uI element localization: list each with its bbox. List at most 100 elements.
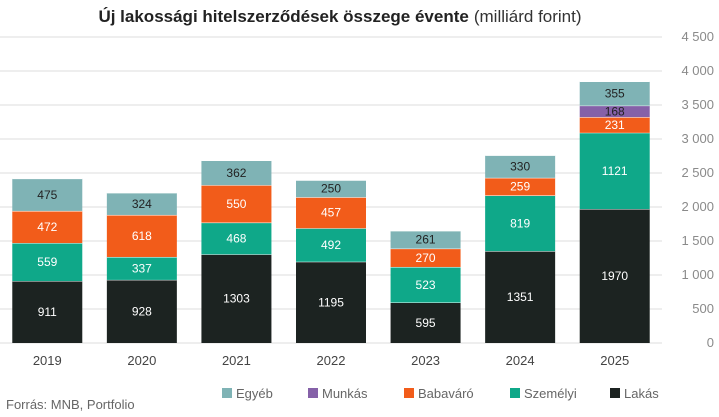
data-label-Egyéb-2024: 330 xyxy=(510,160,530,174)
x-tick-2020: 2020 xyxy=(127,353,156,368)
bars xyxy=(12,81,650,343)
data-label-Személyi-2021: 468 xyxy=(226,231,246,245)
legend-label-Személyi: Személyi xyxy=(524,386,577,401)
x-axis: 2019 2020 2021 2022 2023 2024 2025 xyxy=(33,353,629,368)
data-label-Babaváró-2024: 259 xyxy=(510,180,530,194)
bar-group-2021 xyxy=(201,160,272,343)
legend-swatch-Babaváró xyxy=(404,388,414,398)
bar-segment-Személyi-2024 xyxy=(485,195,556,252)
x-tick-2019: 2019 xyxy=(33,353,62,368)
bar-segment-Munkás-2025 xyxy=(579,105,650,118)
x-tick-2023: 2023 xyxy=(411,353,440,368)
data-label-Babaváró-2023: 270 xyxy=(416,251,436,265)
data-labels: 911 559 472 475 928 337 618 324 1303 468 550 362 119… xyxy=(37,87,628,330)
bar-segment-Személyi-2023 xyxy=(390,266,461,303)
bar-segment-Egyéb-2022 xyxy=(296,180,366,198)
bar-segment-Babaváró-2020 xyxy=(106,214,177,257)
source-note: Forrás: MNB, Portfolio xyxy=(6,397,135,412)
y-tick-label: 2 000 xyxy=(681,199,714,214)
data-label-Személyi-2025: 1121 xyxy=(602,164,628,178)
chart-title-unit: (milliárd forint) xyxy=(474,7,582,26)
data-label-Babaváró-2025: 231 xyxy=(605,118,625,132)
bar-group-2023 xyxy=(390,230,461,343)
bar-segment-Babaváró-2024 xyxy=(485,177,556,196)
bar-segment-Lakás-2019 xyxy=(12,281,83,343)
data-label-Személyi-2024: 819 xyxy=(510,216,530,230)
x-tick-2022: 2022 xyxy=(317,353,346,368)
bar-segment-Lakás-2020 xyxy=(106,279,177,343)
y-tick-label: 2 500 xyxy=(681,165,714,180)
y-tick-label: 500 xyxy=(692,301,714,316)
bar-group-2022 xyxy=(296,179,366,343)
bar-segment-Lakás-2021 xyxy=(201,254,272,343)
data-label-Személyi-2023: 523 xyxy=(416,278,436,292)
y-axis: 0 500 1 000 1 500 2 000 2 500 3 000 3 500 4 000 4… xyxy=(681,29,714,350)
bar-segment-Egyéb-2019 xyxy=(12,178,83,211)
bar-segment-Egyéb-2021 xyxy=(201,160,272,186)
bar-segment-Lakás-2024 xyxy=(485,251,556,343)
x-tick-2024: 2024 xyxy=(506,353,535,368)
bar-segment-Babaváró-2023 xyxy=(390,248,461,267)
data-label-Lakás-2025: 1970 xyxy=(601,269,628,283)
data-label-Személyi-2022: 492 xyxy=(321,238,341,252)
bar-group-2025 xyxy=(579,81,650,343)
legend-swatch-Munkás xyxy=(308,388,318,398)
y-tick-label: 4 500 xyxy=(681,29,714,44)
chart-title-main: Új lakossági hitelszerződések összege év… xyxy=(98,7,468,26)
bar-group-2020 xyxy=(106,192,177,343)
x-tick-2025: 2025 xyxy=(600,353,629,368)
y-tick-label: 3 000 xyxy=(681,131,714,146)
legend: Egyéb Munkás Babaváró Személyi Lakás xyxy=(222,386,659,401)
legend-swatch-Lakás xyxy=(610,388,620,398)
legend-label-Babaváró: Babaváró xyxy=(418,386,474,401)
y-tick-label: 0 xyxy=(707,335,714,350)
bar-group-2019 xyxy=(12,178,83,343)
bar-segment-Személyi-2020 xyxy=(106,256,177,280)
data-label-Lakás-2024: 1351 xyxy=(507,290,534,304)
bar-segment-Babaváró-2025 xyxy=(579,117,650,133)
bar-segment-Egyéb-2020 xyxy=(106,192,177,215)
data-label-Egyéb-2025: 355 xyxy=(605,87,625,101)
bar-segment-Személyi-2022 xyxy=(296,228,366,262)
legend-label-Munkás: Munkás xyxy=(322,386,368,401)
data-label-Lakás-2023: 595 xyxy=(416,316,436,330)
data-label-Lakás-2019: 911 xyxy=(38,305,57,319)
bar-segment-Lakás-2023 xyxy=(390,302,461,343)
data-label-Babaváró-2022: 457 xyxy=(321,206,341,220)
data-label-Személyi-2020: 337 xyxy=(132,261,152,275)
legend-swatch-Egyéb xyxy=(222,388,232,398)
data-label-Lakás-2021: 1303 xyxy=(223,292,250,306)
data-label-Egyéb-2019: 475 xyxy=(37,188,57,202)
bar-segment-Egyéb-2024 xyxy=(485,155,556,178)
y-tick-label: 3 500 xyxy=(681,97,714,112)
y-tick-label: 1 500 xyxy=(681,233,714,248)
data-label-Egyéb-2022: 250 xyxy=(321,182,341,196)
data-label-Babaváró-2020: 618 xyxy=(132,229,152,243)
data-label-Babaváró-2019: 472 xyxy=(37,220,57,234)
bar-segment-Lakás-2025 xyxy=(579,209,650,343)
bar-segment-Babaváró-2019 xyxy=(12,210,83,244)
data-label-Egyéb-2020: 324 xyxy=(132,197,152,211)
chart-title: Új lakossági hitelszerződések összege év… xyxy=(98,7,581,26)
bar-segment-Személyi-2021 xyxy=(201,222,272,255)
data-label-Egyéb-2023: 261 xyxy=(416,233,436,247)
y-tick-label: 4 000 xyxy=(681,63,714,78)
bar-segment-Egyéb-2023 xyxy=(390,230,461,249)
data-label-Munkás-2025: 168 xyxy=(605,104,625,118)
bar-segment-Babaváró-2021 xyxy=(201,185,272,223)
data-label-Lakás-2020: 928 xyxy=(132,304,152,318)
bar-segment-Egyéb-2025 xyxy=(579,81,650,106)
bar-segment-Babaváró-2022 xyxy=(296,197,366,229)
y-tick-label: 1 000 xyxy=(681,267,714,282)
data-label-Babaváró-2021: 550 xyxy=(226,197,246,211)
x-tick-2021: 2021 xyxy=(222,353,251,368)
data-label-Egyéb-2021: 362 xyxy=(226,166,246,180)
bar-group-2024 xyxy=(485,154,556,343)
legend-label-Lakás: Lakás xyxy=(624,386,659,401)
legend-swatch-Személyi xyxy=(510,388,520,398)
bar-segment-Lakás-2022 xyxy=(296,261,366,343)
legend-label-Egyéb: Egyéb xyxy=(236,386,273,401)
data-label-Személyi-2019: 559 xyxy=(37,255,57,269)
bar-segment-Személyi-2025 xyxy=(579,132,650,210)
